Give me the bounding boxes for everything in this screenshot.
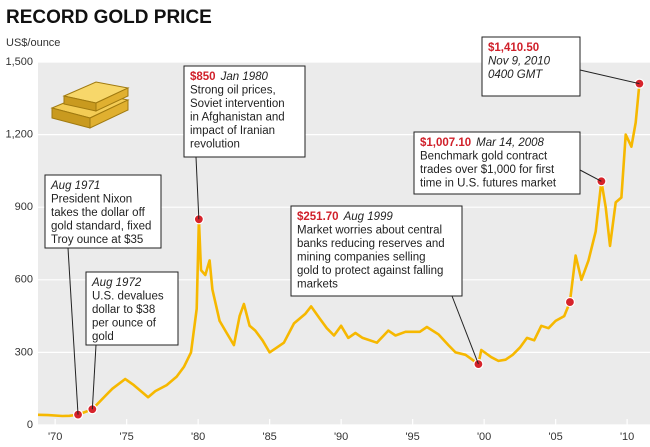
annotation-date: Aug 1999 [343,211,394,223]
annotation-date: Nov 9, 2010 [488,56,551,68]
annotation-text: mining companies selling [297,252,425,264]
y-tick-label: 1,200 [5,129,33,141]
annotation-text: time in U.S. futures market [420,178,557,190]
annotation-text: President Nixon [51,194,132,206]
annotation-text: gold standard, fixed [51,221,151,233]
annotation-head: $251.70 Aug 1999 [297,211,393,223]
x-tick-label: '85 [262,431,276,443]
annotation-text: gold to protect against falling [297,265,443,277]
annotation-value: $251.70 [297,211,339,223]
pointer [579,169,602,182]
pointer [91,344,97,410]
y-axis-label: US$/ounce [6,37,60,49]
x-tick-label: '95 [405,431,419,443]
annotation-head: $850 Jan 1980 [190,71,269,83]
annotation-text: Benchmark gold contract [420,151,548,163]
annotation-box [183,65,306,158]
y-tick-label: 1,500 [5,56,33,68]
y-tick-label: 600 [15,274,33,286]
annotation-head: $1,410.50 [488,42,539,54]
y-tick-label: 900 [15,201,33,213]
x-tick-label: '75 [119,431,133,443]
chart-title: RECORD GOLD PRICE [6,7,212,28]
pointer [67,247,79,415]
pointer [195,156,200,220]
annotation-box [481,36,581,97]
annotation-text: Strong oil prices, [190,85,276,97]
annotation-text: 0400 GMT [488,69,543,81]
x-tick-label: '90 [334,431,348,443]
pointer [579,69,640,85]
annotation-value: $1,007.10 [420,137,471,149]
annotation-text: banks reducing reserves and [297,238,445,250]
annotation-text: gold [92,331,114,343]
annotation-date: Mar 14, 2008 [476,137,544,149]
annotation-box [290,205,463,297]
annotation-head: Aug 1972 [91,277,142,289]
gold-bars-icon [50,81,130,129]
annotation-date: Jan 1980 [220,71,269,83]
annotation-value: $850 [190,71,216,83]
annotation-date: Aug 1971 [50,180,100,192]
annotation-text: takes the dollar off [51,207,146,219]
annotation-text: markets [297,279,338,291]
annotation-text: trades over $1,000 for first [420,164,555,176]
annotation-text: in Afghanistan and [190,112,285,124]
annotation-value: $1,410.50 [488,42,539,54]
annotation-text: Market worries about central [297,225,442,237]
y-tick-label: 0 [27,419,33,431]
pointer [451,295,479,365]
annotation-box [85,271,179,346]
annotation-text: Troy ounce at $35 [51,234,143,246]
annotation-head: $1,007.10 Mar 14, 2008 [420,137,545,149]
annotation-text: per ounce of [92,318,157,330]
x-tick-label: '80 [191,431,205,443]
annotation-date: Aug 1972 [91,277,142,289]
plot [37,78,645,420]
annotation-text: Soviet intervention [190,98,285,110]
annotation-text: dollar to $38 [92,304,155,316]
annotation-box [413,131,581,195]
annotation-text: impact of Iranian [190,125,275,137]
annotation-box [44,174,162,249]
annotation-text: U.S. devalues [92,291,164,303]
x-tick-label: '70 [48,431,62,443]
x-tick-label: '10 [620,431,634,443]
y-tick-label: 300 [15,346,33,358]
annotation-text: revolution [190,139,240,151]
x-tick-label: '05 [548,431,562,443]
event-marker [564,296,576,308]
annotation-head: Aug 1971 [50,180,100,192]
x-tick-label: '00 [477,431,491,443]
